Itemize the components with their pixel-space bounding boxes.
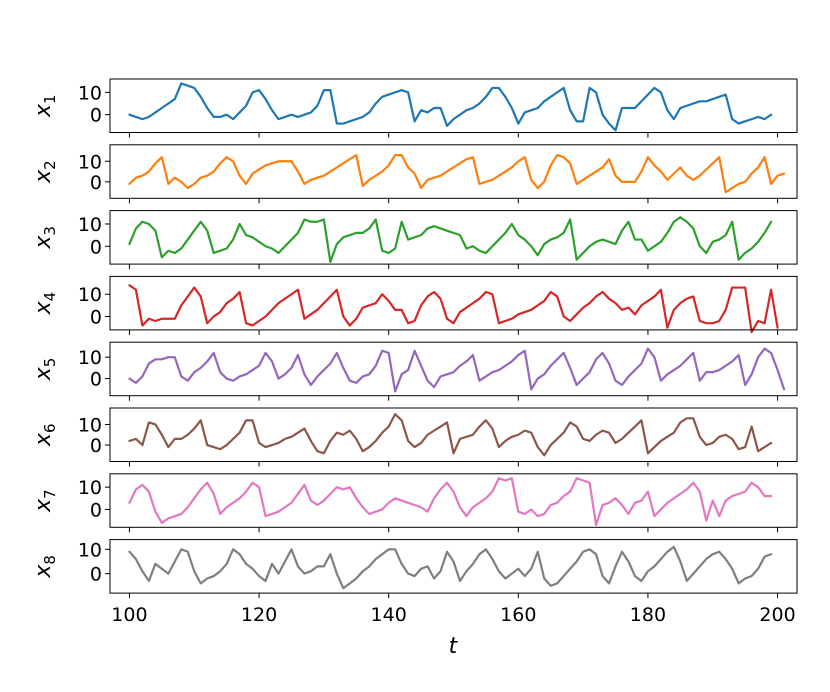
y-tick-label: 10 [78,214,102,236]
y-axis-label-base: x [31,169,56,184]
x-tick-label: 180 [630,604,666,626]
series-line-x8 [128,545,773,590]
y-axis-label-x6: x6 [31,423,59,447]
y-tick-label: 10 [78,539,102,561]
y-axis-label-subscript: 6 [41,423,59,433]
y-tick-label: 10 [78,347,102,369]
series-line-x5 [128,347,786,393]
y-tick-label: 0 [90,499,102,521]
panel-frame [109,78,798,133]
x-tick-label: 140 [371,604,407,626]
y-axis-label-subscript: 4 [41,292,59,302]
panel-frame [109,473,798,528]
panel-frame [109,539,798,594]
panel-frame [109,144,798,199]
x-tick-label: 200 [759,604,795,626]
y-axis-label-subscript: 1 [41,94,59,104]
x-tick-label: 120 [241,604,277,626]
y-axis-label-base: x [31,300,56,315]
x-axis: 100 120 140 160 180 200 [111,604,795,626]
panel-x5: 010 x5 [31,341,798,401]
y-tick-label: 0 [90,369,102,391]
series-line-x4 [128,284,779,334]
y-axis-label-x2: x2 [31,160,59,184]
y-tick-label: 0 [90,435,102,457]
series-line-x3 [128,216,773,263]
y-tick-label: 0 [90,307,102,329]
y-axis-label-base: x [31,366,56,381]
series-line-x7 [128,477,773,527]
y-axis-label-x7: x7 [31,489,59,513]
series-line-x6 [128,413,773,457]
panel-x1: 010 x1 [31,78,798,138]
y-axis-label-base: x [31,235,56,250]
panel-frame [109,210,798,265]
y-axis-label-base: x [31,564,56,579]
panel-x7: 010 x7 [31,473,798,533]
panel-x2: 010 x2 [31,144,798,204]
y-axis-label-x8: x8 [31,555,59,579]
x-tick-label: 160 [500,604,536,626]
y-tick-label: 0 [90,172,102,194]
y-tick-label: 10 [78,477,102,499]
series-line-x1 [128,82,773,132]
panel-x4: 010 x4 [31,275,798,335]
y-tick-label: 10 [78,82,102,104]
panel-frame [109,275,798,331]
panel-frame [109,407,798,462]
y-axis-label-subscript: 7 [41,489,59,499]
x-tick-label: 100 [111,604,147,626]
y-axis-label-subscript: 8 [41,555,59,565]
y-tick-label: 10 [78,414,102,436]
y-axis-label-x1: x1 [31,94,59,118]
panel-x6: 010 x6 [31,407,798,467]
y-axis-label-base: x [31,432,56,447]
y-axis-label-x4: x4 [31,292,59,316]
x-axis-label: t [449,634,459,659]
y-tick-label: 10 [78,284,102,306]
y-tick-label: 10 [78,151,102,173]
y-axis-label-base: x [31,498,56,513]
y-axis-label-subscript: 2 [41,160,59,170]
y-axis-label-x3: x3 [31,226,59,250]
y-axis-label-base: x [31,103,56,118]
y-tick-label: 0 [90,105,102,127]
y-axis-label-subscript: 3 [41,226,59,236]
y-axis-label-subscript: 5 [41,358,59,368]
series-line-x2 [128,153,786,194]
panel-x8: 0 10 x8 [31,539,798,599]
y-tick-label: 0 [90,564,102,586]
panel-x3: 010 x3 [31,210,798,270]
y-tick-label: 0 [90,236,102,258]
y-axis-label-x5: x5 [31,358,59,382]
panel-frame [109,341,798,397]
